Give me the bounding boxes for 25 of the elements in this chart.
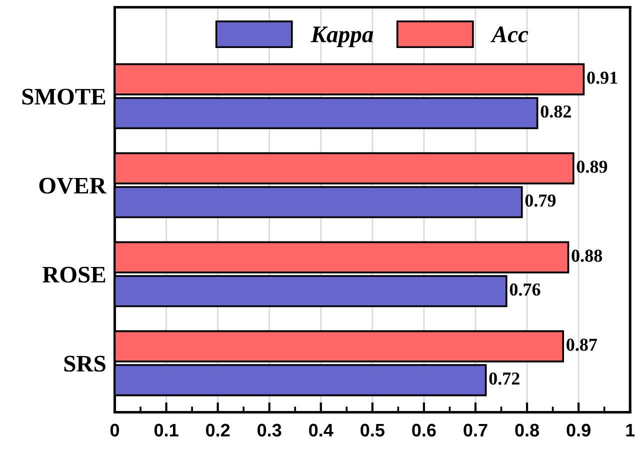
y-tick-label: SRS: [64, 356, 106, 372]
y-tick-label: SMOTE: [22, 88, 106, 105]
data-label: 0.89: [576, 160, 608, 173]
x-tick-label: 1: [626, 424, 635, 436]
x-tick-label: 0.8: [515, 424, 540, 437]
x-tick-label: 0.7: [464, 424, 488, 437]
data-label: 0.79: [525, 194, 556, 207]
data-label: 0.91: [587, 72, 618, 84]
data-label: 0.72: [489, 372, 520, 385]
x-tick-label: 0: [110, 424, 120, 437]
legend-label: Kappa: [310, 26, 374, 48]
x-tick-label: 0.9: [566, 424, 590, 437]
y-tick-label: ROSE: [42, 266, 106, 283]
x-tick-label: 0.1: [154, 424, 178, 437]
data-label: 0.76: [510, 283, 540, 296]
legend-label: Acc: [490, 26, 528, 42]
x-tick-label: 0.6: [412, 424, 436, 437]
data-label: 0.87: [566, 338, 598, 351]
x-tick-label: 0.3: [258, 424, 282, 437]
x-tick-label: 0.2: [206, 424, 230, 437]
x-tick-label: 0.4: [309, 424, 334, 437]
y-tick-label: OVER: [39, 178, 107, 194]
data-label: 0.88: [572, 250, 602, 262]
data-label: 0.82: [540, 105, 571, 118]
x-tick-label: 0.5: [360, 424, 384, 437]
